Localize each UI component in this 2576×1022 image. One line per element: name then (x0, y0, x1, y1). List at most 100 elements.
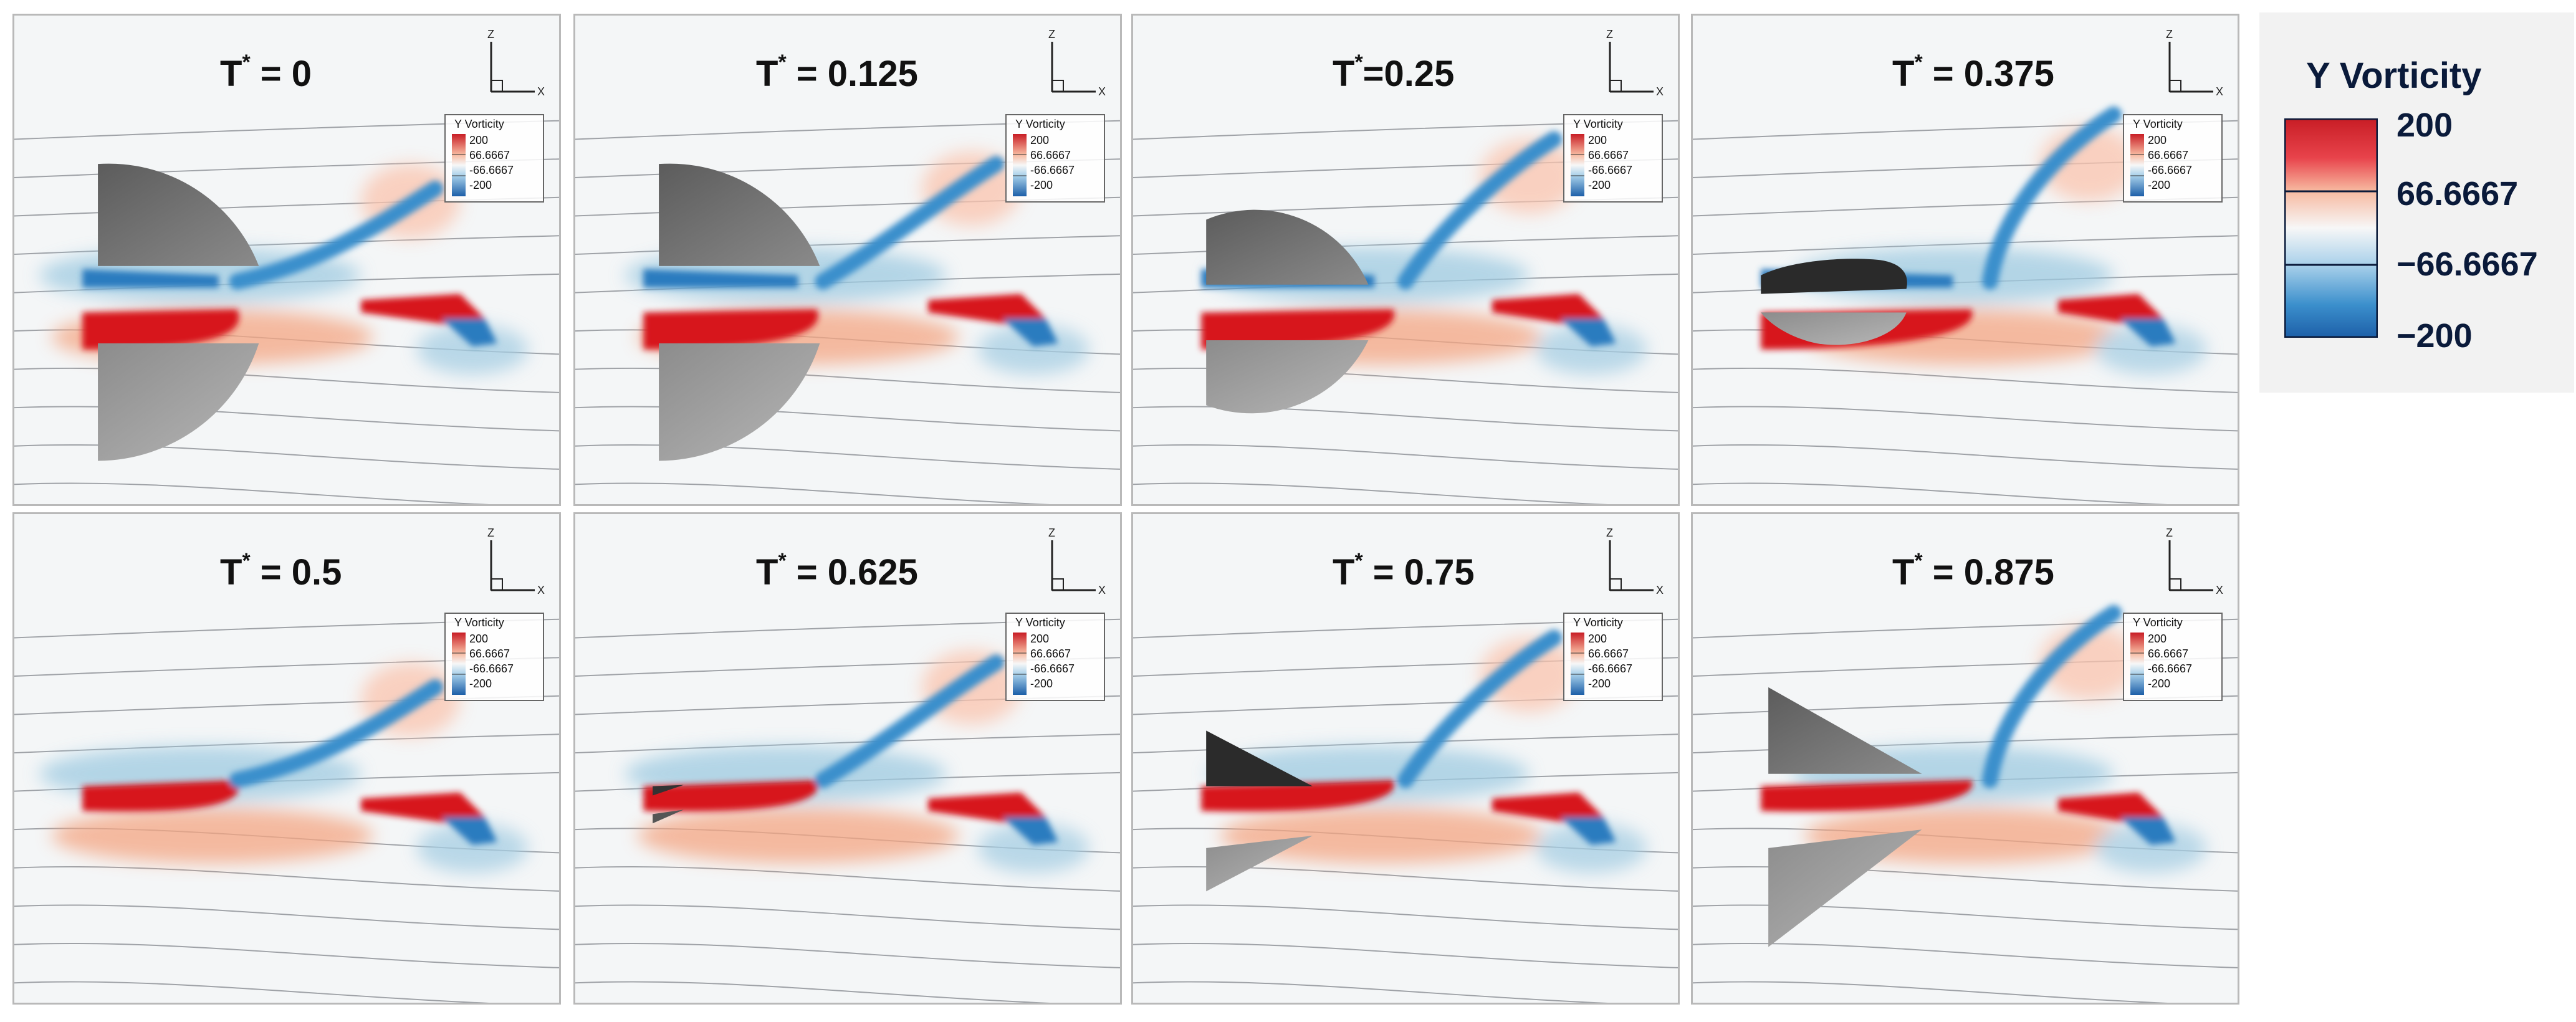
mini-legend-tick: 66.6667 (1588, 149, 1629, 161)
mini-legend-title: Y Vorticity (2133, 118, 2183, 130)
time-label: T*=0.25 (1333, 50, 1455, 95)
x-axis-label: X (1656, 85, 1664, 98)
mini-legend: Y Vorticity 200 66.6667 -66.6667 -200 (1563, 613, 1663, 701)
vorticity-field (1133, 618, 1678, 1003)
z-axis-label: Z (487, 528, 494, 539)
x-axis-label: X (1656, 584, 1664, 596)
axis-triad-icon: ZX (2166, 528, 2223, 596)
mini-legend-title: Y Vorticity (1015, 118, 1065, 130)
snapshot-panel: T* = 0.125 Z X Y Vorticity 200 66.6667 -66.666… (573, 14, 1122, 506)
mini-legend-tick: -66.6667 (1588, 662, 1633, 675)
axis-triad-icon: ZX (487, 29, 545, 98)
mini-legend-tick: -200 (1030, 677, 1053, 690)
mini-legend-tick: -66.6667 (2148, 662, 2193, 675)
axis-triad-icon: ZX (1606, 29, 1664, 98)
mini-legend-tick: -66.6667 (2148, 164, 2193, 176)
mini-legend: Y Vorticity 200 66.6667 -66.6667 -200 (444, 613, 544, 701)
time-label: T* = 0.5 (220, 549, 342, 593)
time-label: T* = 0.375 (1892, 50, 2054, 95)
star-superscript: * (1354, 50, 1363, 74)
vorticity-field (1133, 120, 1678, 504)
x-axis-label: X (2216, 85, 2223, 98)
legend-title: Y Vorticity (2306, 55, 2482, 96)
snapshot-panel: T* = 0.625 Z X Y Vorticity 200 66.6667 -66.666… (573, 512, 1122, 1005)
mini-colorbar (2130, 134, 2144, 196)
x-axis-label: X (537, 584, 545, 596)
star-superscript: * (242, 549, 251, 573)
time-label: T* = 0.625 (756, 549, 918, 593)
axis-triad-icon: ZX (1606, 528, 1664, 596)
mini-legend-title: Y Vorticity (1015, 616, 1065, 629)
z-axis-label: Z (1606, 29, 1613, 41)
star-superscript: * (1354, 549, 1363, 573)
snapshot-panel: T* = 0.5 Z X Y Vorticity 200 66.6667 -66.6667-… (12, 512, 561, 1005)
snapshot-panel: T* = 0.875 Z X Y Vorticity 200 66.6667 -66.666… (1691, 512, 2239, 1005)
time-symbol: T (220, 54, 242, 94)
mini-legend-tick: 66.6667 (1030, 149, 1071, 161)
x-axis-label: X (537, 85, 545, 98)
x-axis-label: X (1098, 584, 1106, 596)
mini-colorbar (1013, 134, 1027, 196)
z-axis-label: Z (2166, 528, 2173, 539)
time-value: =0.25 (1362, 54, 1455, 94)
mini-legend-tick: -200 (469, 677, 492, 690)
time-symbol: T (1892, 552, 1915, 593)
axis-triad-icon: ZX (2166, 29, 2223, 98)
legend-tick: 66.6667 (2396, 175, 2519, 213)
star-superscript: * (778, 50, 787, 74)
mini-legend-tick: -200 (1588, 677, 1611, 690)
vorticity-field (1693, 604, 2238, 1003)
z-axis-label: Z (1048, 29, 1055, 41)
mini-legend-title: Y Vorticity (454, 616, 504, 629)
mini-legend-title: Y Vorticity (1573, 616, 1623, 629)
time-value: = 0.375 (1922, 54, 2054, 94)
legend-tick: −66.6667 (2396, 246, 2538, 283)
time-symbol: T (1333, 54, 1355, 94)
mini-legend: Y Vorticity 200 66.6667 -66.6667 -200 (1005, 114, 1105, 203)
mini-legend-title: Y Vorticity (2133, 616, 2183, 629)
mini-legend: Y Vorticity 200 66.6667 -66.6667 -200 (444, 114, 544, 203)
vorticity-field (14, 618, 559, 1003)
mini-colorbar (1571, 134, 1584, 196)
mini-legend-tick: 200 (1030, 633, 1050, 645)
mini-legend-tick: 66.6667 (2148, 647, 2189, 660)
mini-legend-tick: -200 (2148, 677, 2171, 690)
mini-legend-title: Y Vorticity (1573, 118, 1623, 130)
time-symbol: T (756, 54, 778, 94)
time-value: = 0.75 (1362, 552, 1475, 593)
mini-legend-tick: 200 (1030, 134, 1050, 146)
mini-colorbar (1571, 633, 1584, 695)
mini-legend-title: Y Vorticity (454, 118, 504, 130)
mini-legend: Y Vorticity 200 66.6667 -66.6667 -200 (2123, 114, 2223, 203)
mini-colorbar (1013, 633, 1027, 695)
z-axis-label: Z (1048, 528, 1055, 539)
vorticity-field (575, 618, 1120, 1003)
time-label: T* = 0 (220, 50, 312, 95)
mini-legend-tick: -200 (469, 179, 492, 191)
mini-legend-tick: -66.6667 (1030, 164, 1075, 176)
axis-triad-icon: ZX (1048, 528, 1106, 596)
mini-legend-tick: 200 (1588, 633, 1607, 645)
mini-legend-tick: 200 (469, 134, 489, 146)
mini-legend: Y Vorticity 200 66.6667 -66.6667 -200 (2123, 613, 2223, 701)
time-value: = 0.5 (250, 552, 342, 593)
mini-colorbar (452, 633, 466, 695)
x-axis-label: X (2216, 584, 2223, 596)
mini-colorbar (452, 134, 466, 196)
mini-legend-tick: -200 (1030, 179, 1053, 191)
color-legend: Y Vorticity 200 66.6667 −66.6667 −200 (2259, 12, 2574, 393)
axis-triad-icon: ZX (487, 528, 545, 596)
mini-colorbar (2130, 633, 2144, 695)
axis-triad-icon: ZX (1048, 29, 1106, 98)
z-axis-label: Z (2166, 29, 2173, 41)
legend-tick: 200 (2396, 107, 2453, 144)
time-label: T* = 0.125 (756, 50, 918, 95)
mini-legend-tick: 200 (469, 633, 489, 645)
vorticity-field (14, 120, 559, 504)
time-value: = 0 (250, 54, 312, 94)
star-superscript: * (242, 50, 251, 74)
x-axis-label: X (1098, 85, 1106, 98)
mini-legend-tick: -66.6667 (469, 164, 514, 176)
